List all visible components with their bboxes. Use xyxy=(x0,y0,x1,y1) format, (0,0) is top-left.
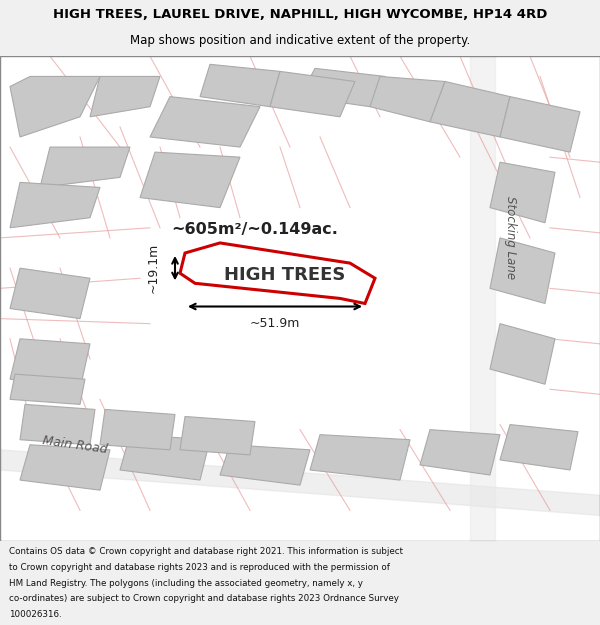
Text: Main Road: Main Road xyxy=(41,434,109,456)
Polygon shape xyxy=(490,324,555,384)
Polygon shape xyxy=(220,445,310,485)
Text: to Crown copyright and database rights 2023 and is reproduced with the permissio: to Crown copyright and database rights 2… xyxy=(9,563,390,572)
Polygon shape xyxy=(500,424,578,470)
Polygon shape xyxy=(200,64,280,107)
Text: Stocking Lane: Stocking Lane xyxy=(503,196,517,279)
Text: HIGH TREES, LAUREL DRIVE, NAPHILL, HIGH WYCOMBE, HP14 4RD: HIGH TREES, LAUREL DRIVE, NAPHILL, HIGH … xyxy=(53,8,547,21)
Text: ~19.1m: ~19.1m xyxy=(146,243,160,293)
Text: ~51.9m: ~51.9m xyxy=(250,317,300,329)
Text: Map shows position and indicative extent of the property.: Map shows position and indicative extent… xyxy=(130,34,470,47)
Polygon shape xyxy=(150,97,260,147)
Polygon shape xyxy=(10,268,90,319)
Text: ~605m²/~0.149ac.: ~605m²/~0.149ac. xyxy=(172,222,338,238)
Polygon shape xyxy=(140,152,240,208)
Polygon shape xyxy=(490,162,555,222)
Polygon shape xyxy=(100,409,175,450)
Polygon shape xyxy=(490,238,555,304)
Polygon shape xyxy=(10,339,90,389)
Text: co-ordinates) are subject to Crown copyright and database rights 2023 Ordnance S: co-ordinates) are subject to Crown copyr… xyxy=(9,594,399,603)
Text: Contains OS data © Crown copyright and database right 2021. This information is : Contains OS data © Crown copyright and d… xyxy=(9,548,403,556)
Polygon shape xyxy=(20,445,110,490)
Text: 100026316.: 100026316. xyxy=(9,610,62,619)
Text: HM Land Registry. The polygons (including the associated geometry, namely x, y: HM Land Registry. The polygons (includin… xyxy=(9,579,363,587)
Polygon shape xyxy=(10,76,100,137)
Polygon shape xyxy=(420,429,500,475)
Polygon shape xyxy=(430,81,510,137)
Polygon shape xyxy=(10,182,100,228)
Text: HIGH TREES: HIGH TREES xyxy=(224,266,346,284)
Polygon shape xyxy=(180,416,255,455)
Polygon shape xyxy=(40,147,130,188)
Polygon shape xyxy=(10,374,85,404)
Polygon shape xyxy=(270,71,355,117)
Polygon shape xyxy=(120,434,210,480)
Polygon shape xyxy=(500,97,580,152)
Polygon shape xyxy=(310,434,410,480)
Polygon shape xyxy=(370,76,445,122)
Polygon shape xyxy=(20,404,95,445)
Polygon shape xyxy=(300,68,385,107)
Polygon shape xyxy=(90,76,160,117)
